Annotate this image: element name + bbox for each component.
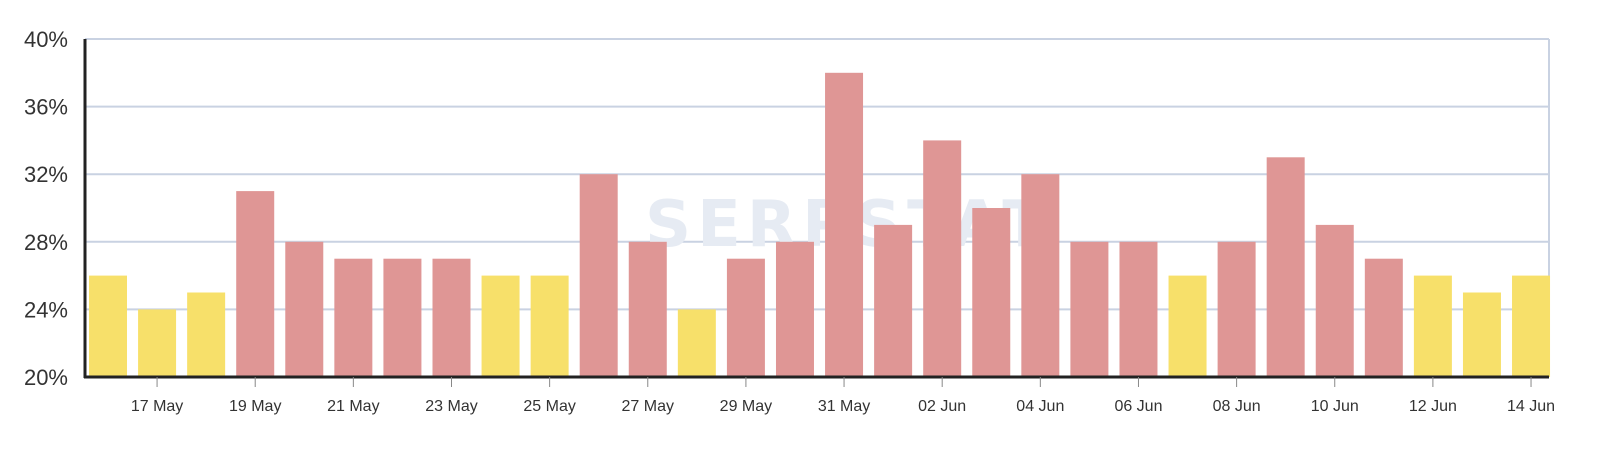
bar [530, 275, 569, 377]
y-tick-label: 40% [24, 27, 68, 52]
bar [1119, 241, 1158, 377]
x-tick-label: 14 Jun [1507, 398, 1555, 415]
x-tick-label: 21 May [327, 398, 379, 415]
bar [481, 275, 520, 377]
x-tick-label: 25 May [523, 398, 575, 415]
bar [972, 208, 1011, 377]
x-tick-label: 17 May [131, 398, 183, 415]
x-tick-label: 12 Jun [1409, 398, 1457, 415]
x-tick-label: 29 May [720, 398, 772, 415]
bar [1413, 275, 1452, 377]
y-tick-label: 20% [24, 365, 68, 390]
bar [285, 241, 324, 377]
x-tick-labels: 17 May 19 May 21 May 23 May 25 May 27 May 29 M… [131, 398, 1555, 415]
x-tick-label: 04 Jun [1016, 398, 1064, 415]
axis-layer [83, 39, 1549, 387]
bar [89, 275, 127, 377]
y-tick-label: 32% [24, 162, 68, 187]
bar [1266, 157, 1305, 377]
y-tick-label: 28% [24, 230, 68, 255]
y-tick-label: 36% [24, 95, 68, 120]
bar [1217, 241, 1256, 377]
x-tick-label: 06 Jun [1114, 398, 1162, 415]
x-tick-label: 23 May [425, 398, 477, 415]
bar [874, 224, 913, 377]
x-tick-label: 10 Jun [1311, 398, 1359, 415]
bars-layer [89, 72, 1551, 378]
bar [1168, 275, 1207, 377]
bar [628, 241, 667, 377]
bar [1021, 174, 1060, 377]
x-tick-label: 02 Jun [918, 398, 966, 415]
bar [432, 258, 471, 377]
x-tick-label: 31 May [818, 398, 870, 415]
grid-layer [85, 38, 1550, 377]
bar [726, 258, 765, 377]
bar [579, 174, 618, 377]
bar [1462, 292, 1501, 377]
bar [1364, 258, 1403, 377]
bar [677, 309, 716, 377]
bar [1315, 224, 1354, 377]
bar [334, 258, 373, 377]
y-tick-labels: 20% 24% 28% 32% 36% 40% [24, 27, 68, 390]
x-tick-label: 27 May [622, 398, 674, 415]
bar [383, 258, 422, 377]
bar [775, 241, 814, 377]
bar [138, 309, 177, 377]
bar [187, 292, 226, 377]
y-tick-label: 24% [24, 297, 68, 322]
bar [1070, 241, 1109, 377]
x-tick-label: 19 May [229, 398, 281, 415]
bar [923, 140, 962, 377]
bar [1512, 275, 1551, 377]
bar [825, 72, 864, 378]
bar [236, 191, 275, 377]
x-tick-label: 08 Jun [1213, 398, 1261, 415]
